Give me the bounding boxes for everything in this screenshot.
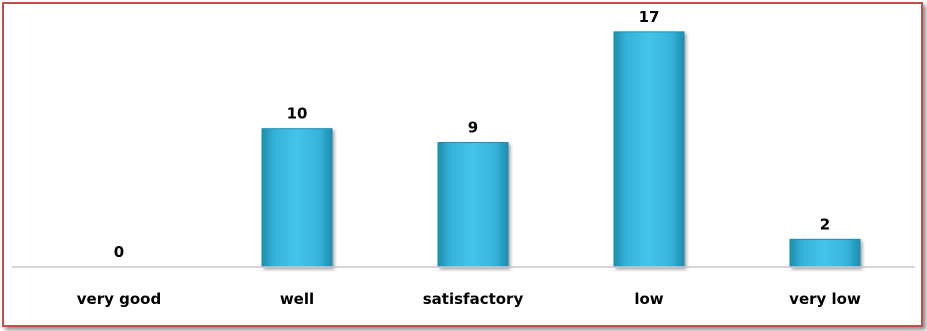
data-label-satisfactory: 9 xyxy=(468,119,478,137)
data-label-low: 17 xyxy=(639,8,660,26)
x-tick-label-very-good: very good xyxy=(77,290,161,308)
x-tick-label-well: well xyxy=(280,290,314,308)
x-tick-label-satisfactory: satisfactory xyxy=(423,290,524,308)
bar-well xyxy=(261,128,333,268)
x-tick-label-very-low: very low xyxy=(789,290,861,308)
x-tick-label-low: low xyxy=(634,290,663,308)
data-label-well: 10 xyxy=(287,105,308,123)
bar-very-low xyxy=(789,238,861,268)
bar-low xyxy=(613,31,685,268)
data-label-very-good: 0 xyxy=(114,243,124,261)
bar-satisfactory xyxy=(437,142,509,268)
data-label-very-low: 2 xyxy=(820,215,830,233)
